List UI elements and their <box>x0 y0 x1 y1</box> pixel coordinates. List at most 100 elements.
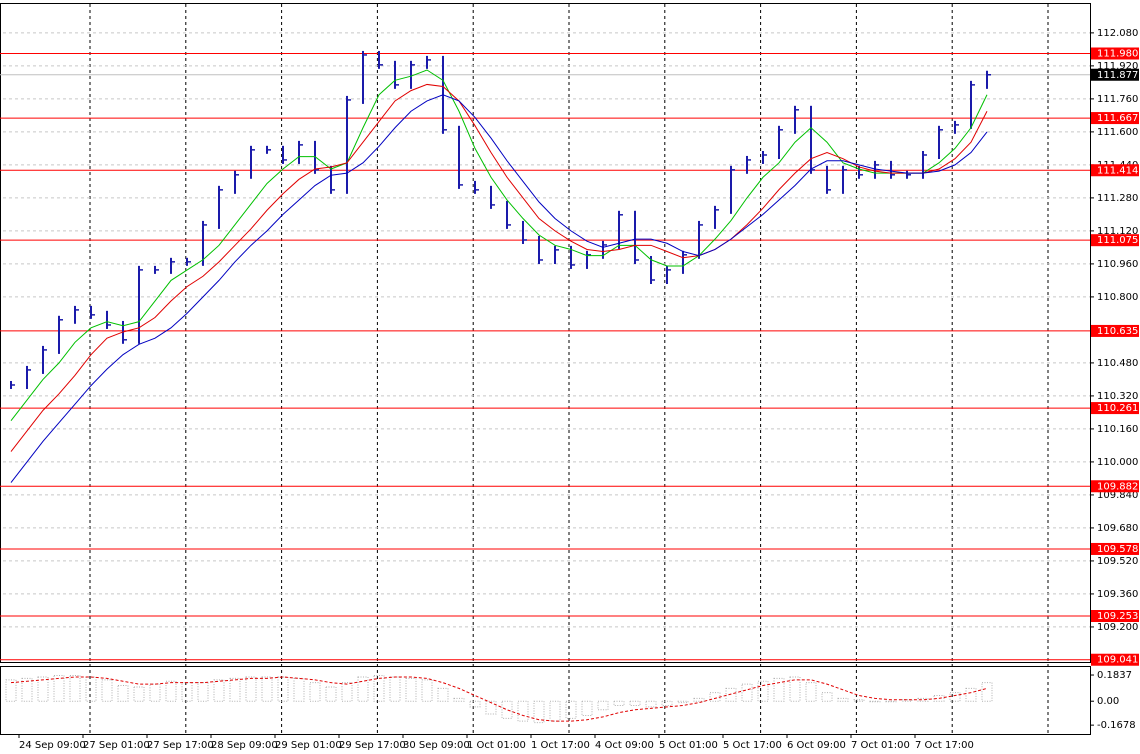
price-bar <box>698 220 703 259</box>
x-tick-label: 1 Oct 17:00 <box>531 740 590 751</box>
price-bar <box>282 145 287 164</box>
y-tick-label: 110.160 <box>1097 424 1138 435</box>
histogram-bar <box>5 679 17 702</box>
price-bar <box>426 55 431 69</box>
price-bar <box>250 145 255 179</box>
x-tick-label: 28 Sep 09:00 <box>211 740 278 751</box>
price-bar <box>522 220 527 244</box>
x-tick-label: 4 Oct 09:00 <box>595 740 654 751</box>
price-bar <box>10 380 15 389</box>
histogram-bar <box>757 680 769 702</box>
histogram-bar <box>853 699 865 702</box>
current-price-box <box>1091 68 1139 81</box>
price-bar <box>778 125 783 159</box>
price-bar <box>714 205 719 229</box>
level-label: 111.667 <box>1097 113 1138 124</box>
x-tick-label: 27 Sep 17:00 <box>147 740 214 751</box>
price-bar <box>234 170 239 194</box>
histogram-bar <box>229 677 241 702</box>
histogram-bar <box>325 686 337 702</box>
level-label-box <box>1091 112 1139 125</box>
histogram-bar <box>101 679 113 702</box>
price-bar <box>986 70 991 89</box>
y-tick-label: 109.520 <box>1097 556 1138 567</box>
y-tick-label: 0.00 <box>1097 696 1119 707</box>
price-bar <box>890 160 895 179</box>
price-bar <box>362 50 367 104</box>
price-bar <box>74 305 79 324</box>
histogram-bar <box>277 676 289 702</box>
histogram-bar <box>85 676 97 702</box>
price-bar <box>618 210 623 249</box>
level-label: 111.075 <box>1097 235 1138 246</box>
histogram-bar <box>261 676 273 702</box>
price-bar <box>874 160 879 179</box>
moving-average <box>10 69 988 421</box>
level-label: 110.635 <box>1097 326 1138 337</box>
histogram-bar <box>565 700 577 719</box>
price-bar <box>842 165 847 194</box>
histogram-bar <box>437 687 449 702</box>
x-tick-label: 6 Oct 09:00 <box>787 740 846 751</box>
level-label: 111.980 <box>1097 49 1138 60</box>
y-tick-label: 111.920 <box>1097 61 1138 72</box>
histogram-bar <box>869 700 881 703</box>
histogram-bar <box>725 687 737 702</box>
price-bar <box>346 95 351 194</box>
price-bar <box>826 165 831 194</box>
level-label: 109.253 <box>1097 611 1138 622</box>
price-bar <box>266 145 271 154</box>
x-tick-label: 1 Oct 01:00 <box>467 740 526 751</box>
histogram-bar <box>645 700 657 708</box>
histogram-bar <box>677 700 689 704</box>
level-label-box <box>1091 324 1139 337</box>
price-bar <box>314 140 319 174</box>
histogram-bar <box>373 675 385 702</box>
current-price-label: 111.877 <box>1097 70 1138 81</box>
level-label-box <box>1091 610 1139 623</box>
price-bar <box>26 365 31 389</box>
histogram-bar <box>789 676 801 702</box>
level-label: 110.261 <box>1097 403 1138 414</box>
price-bar <box>810 105 815 174</box>
moving-average <box>10 83 988 452</box>
x-tick-label: 29 Sep 01:00 <box>275 740 342 751</box>
histogram-bar <box>821 692 833 702</box>
y-tick-label: 110.000 <box>1097 457 1138 468</box>
level-label-box <box>1091 480 1139 493</box>
histogram-bar <box>405 677 417 702</box>
y-tick-label: 109.680 <box>1097 523 1138 534</box>
price-bar <box>186 257 191 266</box>
y-tick-label: 109.840 <box>1097 490 1138 501</box>
histogram-bar <box>837 697 849 702</box>
histogram-bar <box>613 700 625 706</box>
price-bar <box>474 180 479 194</box>
histogram-bar <box>517 700 529 722</box>
x-tick-label: 27 Sep 01:00 <box>83 740 150 751</box>
y-tick-label: 109.200 <box>1097 622 1138 633</box>
price-bar <box>490 185 495 209</box>
price-bar <box>378 50 383 69</box>
histogram-bar <box>709 692 721 702</box>
price-bar <box>586 250 591 269</box>
histogram-bar <box>949 692 961 702</box>
price-bar <box>970 80 975 129</box>
histogram-bar <box>805 682 817 702</box>
y-tick-label: -0.1678 <box>1097 720 1136 731</box>
histogram-bar <box>917 697 929 702</box>
price-bar <box>666 265 671 284</box>
level-label: 109.578 <box>1097 544 1138 555</box>
histogram-bar <box>309 682 321 702</box>
price-bar <box>602 240 607 259</box>
histogram-bar <box>117 685 129 702</box>
histogram-bar <box>469 700 481 708</box>
y-tick-label: 110.480 <box>1097 358 1138 369</box>
price-bar <box>554 245 559 264</box>
level-label-box <box>1091 234 1139 247</box>
y-tick-label: 111.760 <box>1097 94 1138 105</box>
level-label-box <box>1091 164 1139 177</box>
histogram-bar <box>693 697 705 702</box>
price-bar <box>90 305 95 319</box>
histogram-bar <box>389 676 401 702</box>
histogram-bar <box>357 676 369 702</box>
